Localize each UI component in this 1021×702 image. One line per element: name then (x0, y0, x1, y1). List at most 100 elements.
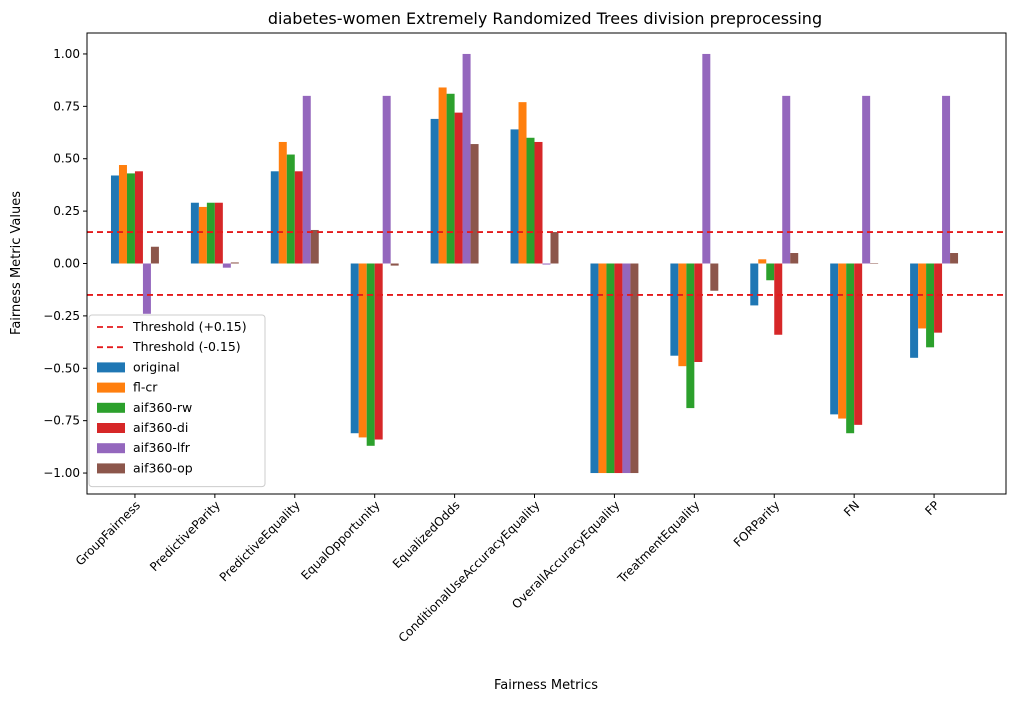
bar-aif360-lfr-EqualizedOdds (462, 53, 471, 264)
bar-original-PredictiveEquality (270, 171, 279, 264)
bar-aif360-rw-FN (846, 263, 855, 434)
bar-aif360-di-FP (934, 263, 943, 333)
bar-aif360-di-GroupFairness (134, 171, 143, 264)
x-tick-label: TreatmentEquality (614, 498, 702, 586)
bar-aif360-rw-FP (926, 263, 935, 348)
x-tick-label: PredictiveParity (147, 498, 223, 574)
bar-aif360-di-TreatmentEquality (694, 263, 703, 362)
bar-aif360-di-PredictiveParity (214, 202, 223, 264)
legend-label: aif360-lfr (133, 440, 191, 455)
bar-original-EqualOpportunity (350, 263, 359, 434)
bar-aif360-op-PredictiveParity (230, 262, 239, 264)
x-tick-label: FP (922, 498, 942, 518)
legend-swatch-aif360-lfr (97, 443, 125, 454)
legend-swatch-aif360-di (97, 423, 125, 433)
bar-original-TreatmentEquality (670, 263, 679, 356)
y-tick-label: −0.75 (43, 414, 80, 428)
x-tick-label: FN (841, 498, 862, 519)
bar-aif360-lfr-ConditionalUseAccuracyEquality (542, 263, 551, 265)
bar-aif360-di-FORParity (774, 263, 783, 335)
bar-aif360-op-OverallAccuracyEquality (630, 263, 639, 474)
legend-label: Threshold (+0.15) (132, 319, 247, 334)
bar-fl-cr-OverallAccuracyEquality (598, 263, 607, 474)
bar-aif360-op-EqualOpportunity (390, 263, 399, 266)
x-tick-label: GroupFairness (73, 498, 143, 568)
legend-label: aif360-op (133, 460, 193, 475)
bar-original-FN (830, 263, 839, 415)
bar-fl-cr-ConditionalUseAccuracyEquality (518, 102, 527, 264)
bar-original-PredictiveParity (190, 202, 199, 264)
bar-fl-cr-EqualOpportunity (358, 263, 367, 438)
bar-aif360-rw-EqualizedOdds (446, 93, 455, 264)
x-axis-label: Fairness Metrics (494, 678, 598, 693)
bar-aif360-op-FP (950, 253, 959, 264)
bar-aif360-lfr-PredictiveParity (222, 263, 231, 268)
bar-aif360-lfr-FP (942, 95, 951, 264)
legend-label: aif360-rw (133, 400, 192, 415)
bar-aif360-lfr-FORParity (782, 95, 791, 264)
bar-fl-cr-PredictiveEquality (278, 141, 287, 264)
bar-aif360-rw-FORParity (766, 263, 775, 281)
bar-fl-cr-FORParity (758, 259, 767, 264)
y-tick-label: 0.25 (53, 204, 80, 218)
y-tick-label: −0.25 (43, 309, 80, 323)
bar-original-EqualizedOdds (430, 118, 439, 264)
y-tick-label: −0.50 (43, 361, 80, 375)
legend-swatch-aif360-op (97, 463, 125, 474)
x-tick-label: ConditionalUseAccuracyEquality (396, 498, 543, 645)
bar-aif360-lfr-GroupFairness (142, 263, 151, 314)
bar-aif360-op-EqualizedOdds (470, 144, 479, 264)
x-tick-label: EqualOpportunity (298, 498, 383, 583)
bar-aif360-lfr-PredictiveEquality (302, 95, 311, 264)
bar-aif360-rw-PredictiveEquality (286, 154, 295, 264)
bar-aif360-rw-EqualOpportunity (366, 263, 375, 446)
bar-aif360-rw-OverallAccuracyEquality (606, 263, 615, 474)
bar-original-FORParity (750, 263, 759, 306)
bar-fl-cr-GroupFairness (118, 165, 127, 264)
bar-aif360-op-FORParity (790, 253, 799, 264)
bar-aif360-op-GroupFairness (150, 246, 159, 264)
bar-aif360-lfr-FN (862, 95, 871, 264)
bar-original-GroupFairness (110, 175, 119, 264)
legend-label: Threshold (-0.15) (132, 339, 241, 354)
legend-label: original (133, 359, 180, 374)
x-tick-label: EqualizedOdds (390, 498, 463, 571)
x-tick-label: FORParity (731, 498, 782, 549)
bar-aif360-di-EqualOpportunity (374, 263, 383, 440)
bar-aif360-di-OverallAccuracyEquality (614, 263, 623, 474)
y-tick-label: 0.50 (53, 152, 80, 166)
bar-aif360-rw-GroupFairness (126, 173, 135, 264)
bar-aif360-di-EqualizedOdds (454, 112, 463, 264)
bar-original-OverallAccuracyEquality (590, 263, 599, 474)
legend-swatch-fl-cr (97, 382, 125, 393)
y-tick-label: 0.00 (53, 257, 80, 271)
bar-aif360-lfr-OverallAccuracyEquality (622, 263, 631, 474)
bar-aif360-rw-TreatmentEquality (686, 263, 695, 409)
bar-fl-cr-FP (918, 263, 927, 329)
bar-aif360-op-ConditionalUseAccuracyEquality (550, 232, 559, 264)
legend: Threshold (+0.15) Threshold (-0.15) origin… (88, 314, 266, 488)
bar-aif360-op-TreatmentEquality (710, 263, 719, 291)
legend-swatch-aif360-rw (97, 402, 125, 413)
bar-fl-cr-FN (838, 263, 847, 419)
threshold-lines (87, 231, 1006, 296)
y-tick-label: 0.75 (53, 99, 80, 113)
x-tick-label: PredictiveEquality (217, 498, 303, 584)
y-tick-label: 1.00 (53, 47, 80, 61)
bar-aif360-lfr-TreatmentEquality (702, 53, 711, 264)
bar-aif360-rw-PredictiveParity (206, 202, 215, 264)
legend-label: aif360-di (133, 420, 188, 435)
bar-original-FP (910, 263, 919, 358)
y-tick-label: −1.00 (43, 466, 80, 480)
bar-aif360-lfr-EqualOpportunity (382, 95, 391, 264)
legend-box (88, 314, 266, 488)
bar-aif360-di-FN (854, 263, 863, 425)
bars-layer (110, 53, 959, 474)
bar-aif360-di-ConditionalUseAccuracyEquality (534, 141, 543, 264)
y-axis-label: Fairness Metric Values (9, 191, 24, 335)
legend-label: fl-cr (133, 380, 158, 395)
bar-aif360-rw-ConditionalUseAccuracyEquality (526, 137, 535, 264)
bar-aif360-di-PredictiveEquality (294, 171, 303, 264)
bar-fl-cr-TreatmentEquality (678, 263, 687, 367)
